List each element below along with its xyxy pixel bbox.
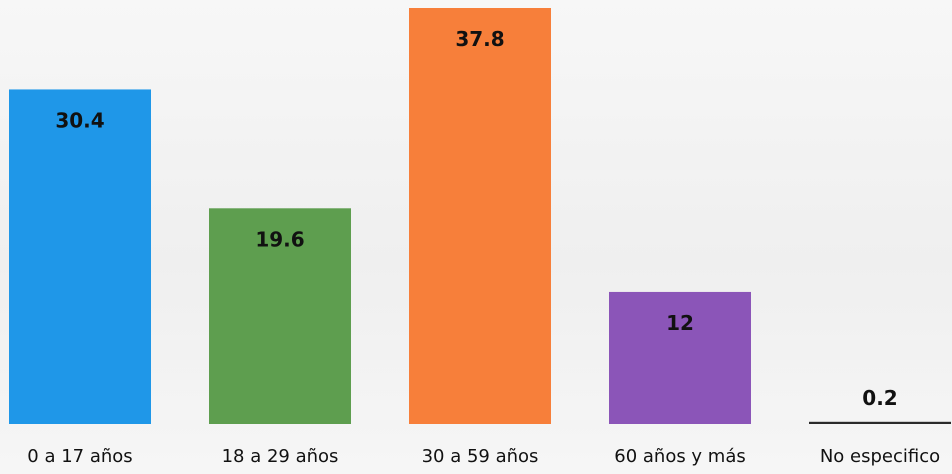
bar-3	[409, 8, 551, 424]
category-label-1: 0 a 17 años	[27, 446, 132, 467]
value-label-1: 30.4	[55, 108, 104, 132]
value-label-5: 0.2	[862, 386, 897, 410]
value-label-3: 37.8	[455, 27, 504, 51]
value-label-2: 19.6	[255, 227, 304, 251]
category-label-4: 60 años y más	[614, 446, 746, 467]
category-label-3: 30 a 59 años	[422, 446, 539, 467]
bar-2	[209, 208, 351, 424]
bar-4	[609, 291, 751, 424]
bars-layer	[9, 8, 951, 425]
category-label-5: No especifico	[820, 446, 940, 467]
category-label-2: 18 a 29 años	[222, 446, 339, 467]
bar-5	[809, 421, 951, 424]
value-label-4: 12	[666, 311, 694, 335]
bar-1	[9, 89, 151, 425]
labels-layer: 30.4 0 a 17 años 19.6 18 a 29 años 37.8 30 a …	[27, 27, 940, 467]
